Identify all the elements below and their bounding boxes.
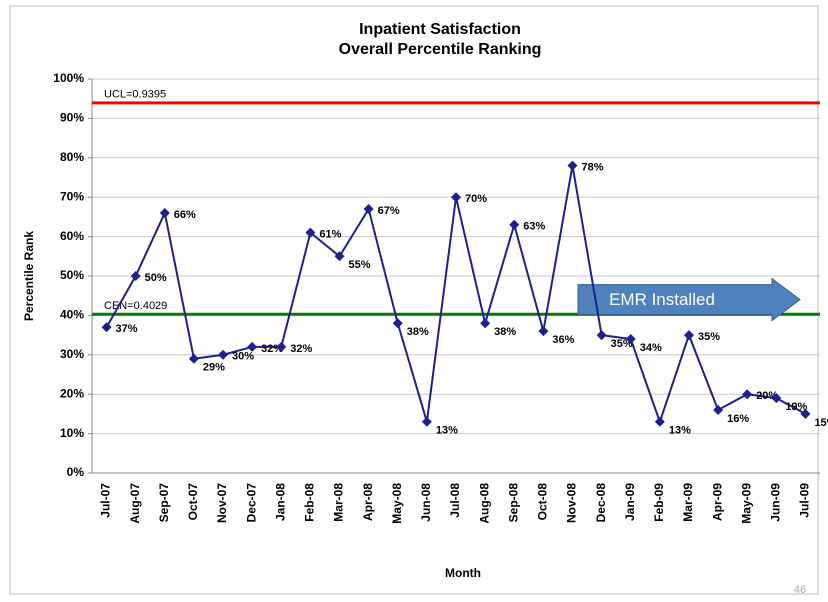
x-tick-label: Nov-07 <box>215 483 229 523</box>
data-label: 32% <box>290 343 312 355</box>
y-tick-label: 20% <box>60 386 84 400</box>
point <box>188 353 199 364</box>
point <box>654 416 665 427</box>
x-tick-label: Jul-07 <box>99 483 113 518</box>
x-tick-label: May-08 <box>390 483 404 524</box>
data-label: 38% <box>407 326 429 338</box>
point <box>392 318 403 329</box>
point <box>305 227 316 238</box>
x-tick-label: Mar-08 <box>332 483 346 522</box>
data-label: 15% <box>814 417 828 429</box>
x-tick-label: Jul-09 <box>798 483 812 518</box>
data-label: 34% <box>640 342 662 354</box>
point <box>276 341 287 352</box>
data-label: 67% <box>378 205 400 217</box>
y-tick-label: 60% <box>60 229 84 243</box>
x-tick-label: Dec-08 <box>594 483 608 523</box>
data-label: 35% <box>611 338 633 350</box>
data-label: 36% <box>552 334 574 346</box>
x-axis-label: Month <box>445 566 481 580</box>
y-tick-label: 90% <box>60 111 84 125</box>
data-label: 13% <box>669 425 691 437</box>
point <box>509 219 520 230</box>
x-tick-label: Feb-08 <box>303 483 317 522</box>
x-tick-label: Jun-09 <box>768 483 782 522</box>
x-tick-label: Mar-09 <box>681 483 695 522</box>
data-label: 13% <box>436 425 458 437</box>
chart-subtitle: Overall Percentile Ranking <box>339 41 542 58</box>
y-tick-label: 30% <box>60 347 84 361</box>
data-label: 61% <box>319 229 341 241</box>
y-tick-label: 80% <box>60 150 84 164</box>
point <box>742 389 753 400</box>
point <box>247 341 258 352</box>
data-label: 19% <box>785 401 807 413</box>
data-label: 35% <box>698 331 720 343</box>
point <box>101 322 112 333</box>
x-tick-label: Jan-09 <box>623 483 637 521</box>
x-tick-label: Sep-08 <box>506 483 520 523</box>
point <box>625 334 636 345</box>
chart-frame <box>9 5 819 595</box>
annotation-arrow <box>577 277 801 322</box>
point <box>771 393 782 404</box>
point <box>421 416 432 427</box>
x-tick-label: Jan-08 <box>273 483 287 521</box>
x-tick-label: Jul-08 <box>448 483 462 518</box>
point <box>480 318 491 329</box>
point <box>538 326 549 337</box>
x-tick-label: Sep-07 <box>157 483 171 523</box>
data-label: 66% <box>174 209 196 221</box>
y-tick-label: 0% <box>67 465 85 479</box>
point <box>159 207 170 218</box>
point <box>451 192 461 203</box>
data-label: 30% <box>232 351 254 363</box>
x-tick-label: Nov-08 <box>565 483 579 523</box>
point <box>218 349 229 360</box>
data-label: 37% <box>116 323 138 335</box>
y-tick-label: 40% <box>60 308 84 322</box>
x-tick-label: Feb-09 <box>652 483 666 522</box>
data-label: 55% <box>349 259 371 271</box>
x-tick-label: Oct-07 <box>186 483 200 521</box>
data-label: 16% <box>727 413 749 425</box>
point <box>567 160 578 171</box>
point <box>130 271 141 281</box>
x-tick-label: Apr-09 <box>710 483 724 521</box>
data-label: 78% <box>581 162 603 174</box>
data-label: 38% <box>494 326 516 338</box>
annotation-text: EMR Installed <box>609 290 715 309</box>
x-tick-label: Jun-08 <box>419 483 433 522</box>
y-tick-label: 10% <box>60 426 84 440</box>
y-tick-label: 70% <box>60 189 84 203</box>
x-tick-label: Dec-07 <box>244 483 258 523</box>
point <box>334 251 345 262</box>
x-tick-label: Oct-08 <box>536 483 550 521</box>
control-label: CEN=0.4029 <box>104 300 167 312</box>
point <box>596 330 607 341</box>
y-axis-label: Percentile Rank <box>22 231 36 321</box>
data-label: 50% <box>145 272 167 284</box>
data-label: 63% <box>523 221 545 233</box>
data-label: 29% <box>203 362 225 374</box>
page-number: 46 <box>794 584 806 596</box>
y-tick-label: 50% <box>60 268 84 282</box>
point <box>363 204 374 215</box>
point <box>713 404 724 415</box>
point <box>683 330 694 341</box>
y-tick-label: 100% <box>53 71 84 85</box>
x-tick-label: May-09 <box>739 483 753 524</box>
x-tick-label: Aug-08 <box>477 483 491 524</box>
chart-title: Inpatient Satisfaction <box>359 21 521 38</box>
control-label: UCL=0.9395 <box>104 89 166 101</box>
data-label: 70% <box>465 193 487 205</box>
x-tick-label: Apr-08 <box>361 483 375 521</box>
x-tick-label: Aug-07 <box>128 483 142 524</box>
point <box>800 408 811 419</box>
